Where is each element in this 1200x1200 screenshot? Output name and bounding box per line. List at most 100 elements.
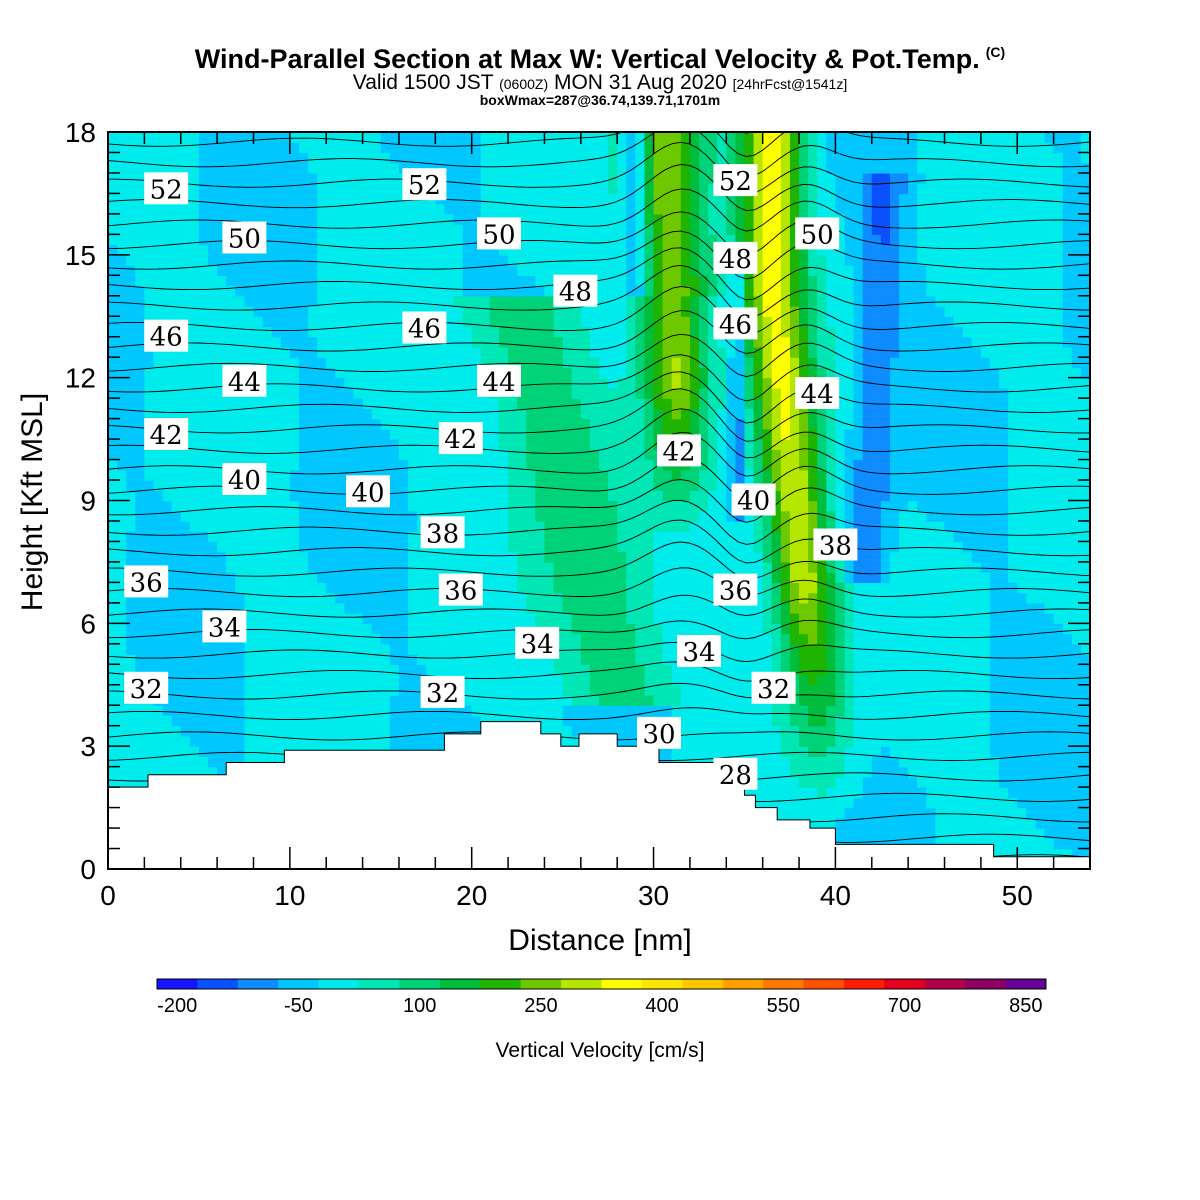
- velocity-cell: [189, 541, 200, 553]
- velocity-cell: [644, 572, 655, 583]
- velocity-cell: [180, 203, 191, 215]
- velocity-cell: [608, 561, 618, 573]
- velocity-cell: [380, 520, 391, 532]
- velocity-cell: [198, 582, 209, 594]
- velocity-cell: [280, 326, 291, 338]
- velocity-cell: [517, 254, 527, 266]
- velocity-cell: [517, 428, 527, 440]
- velocity-cell: [599, 408, 609, 420]
- velocity-cell: [235, 643, 245, 655]
- velocity-cell: [198, 285, 209, 297]
- velocity-cell: [526, 510, 536, 522]
- velocity-cell: [535, 428, 546, 440]
- chart-subtitle: Valid 1500 JST (0600Z) MON 31 Aug 2020 […: [0, 71, 1200, 95]
- velocity-cell: [108, 193, 118, 205]
- velocity-cell: [735, 664, 746, 676]
- velocity-cell: [526, 306, 536, 317]
- velocity-cell: [644, 367, 655, 379]
- velocity-cell: [689, 152, 700, 164]
- velocity-cell: [708, 531, 718, 543]
- velocity-cell: [653, 367, 664, 379]
- velocity-cell: [644, 285, 655, 297]
- velocity-cell: [699, 306, 709, 317]
- velocity-cell: [198, 326, 209, 338]
- velocity-cell: [626, 715, 636, 727]
- velocity-cell: [408, 265, 418, 276]
- velocity-cell: [198, 510, 209, 522]
- velocity-cell: [389, 244, 400, 256]
- velocity-cell: [444, 633, 455, 645]
- velocity-cell: [198, 213, 209, 225]
- velocity-cell: [380, 224, 391, 235]
- velocity-cell: [480, 142, 491, 154]
- velocity-cell: [344, 694, 355, 706]
- velocity-cell: [671, 418, 682, 430]
- velocity-cell: [471, 346, 482, 358]
- velocity-cell: [362, 183, 373, 195]
- velocity-cell: [580, 203, 591, 215]
- velocity-cell: [235, 265, 245, 276]
- velocity-cell: [553, 357, 564, 369]
- velocity-cell: [571, 346, 582, 358]
- velocity-cell: [599, 357, 609, 369]
- velocity-cell: [344, 602, 355, 614]
- velocity-cell: [144, 725, 155, 737]
- velocity-cell: [462, 469, 473, 481]
- velocity-cell: [689, 213, 700, 225]
- velocity-cell: [671, 572, 682, 583]
- velocity-cell: [417, 735, 427, 747]
- velocity-cell: [644, 336, 655, 348]
- velocity-cell: [317, 735, 327, 747]
- velocity-cell: [535, 694, 546, 706]
- velocity-cell: [162, 469, 173, 481]
- velocity-cell: [662, 306, 673, 317]
- velocity-cell: [353, 469, 364, 481]
- velocity-cell: [389, 449, 400, 461]
- velocity-cell: [644, 265, 655, 276]
- velocity-cell: [408, 439, 418, 450]
- velocity-cell: [435, 623, 446, 635]
- velocity-cell: [662, 633, 673, 645]
- velocity-cell: [671, 316, 682, 328]
- velocity-cell: [235, 715, 245, 727]
- velocity-cell: [580, 357, 591, 369]
- velocity-cell: [353, 224, 364, 235]
- velocity-cell: [662, 561, 673, 573]
- velocity-cell: [298, 674, 309, 686]
- velocity-cell: [644, 326, 655, 338]
- velocity-cell: [508, 592, 518, 604]
- velocity-cell: [608, 490, 618, 502]
- velocity-cell: [308, 336, 318, 348]
- velocity-cell: [544, 336, 555, 348]
- velocity-cell: [535, 224, 546, 235]
- velocity-cell: [171, 500, 182, 512]
- velocity-cell: [498, 531, 509, 543]
- velocity-cell: [226, 428, 236, 440]
- velocity-cell: [371, 428, 382, 440]
- velocity-cell: [171, 766, 182, 778]
- velocity-cell: [335, 459, 345, 471]
- velocity-cell: [198, 756, 209, 768]
- velocity-cell: [435, 715, 446, 727]
- velocity-cell: [453, 449, 464, 461]
- velocity-cell: [144, 500, 155, 512]
- velocity-cell: [480, 469, 491, 481]
- velocity-cell: [699, 265, 709, 276]
- velocity-cell: [662, 152, 673, 164]
- velocity-cell: [717, 469, 727, 481]
- velocity-cell: [280, 265, 291, 276]
- velocity-cell: [544, 684, 555, 696]
- velocity-cell: [562, 705, 573, 717]
- velocity-cell: [535, 152, 546, 164]
- velocity-cell: [644, 654, 655, 665]
- velocity-cell: [289, 500, 300, 512]
- velocity-cell: [271, 367, 282, 379]
- velocity-cell: [126, 203, 136, 215]
- velocity-cell: [535, 234, 546, 246]
- velocity-cell: [417, 725, 427, 737]
- velocity-cell: [308, 735, 318, 747]
- velocity-cell: [317, 336, 327, 348]
- velocity-cell: [117, 449, 127, 461]
- velocity-cell: [699, 469, 709, 481]
- velocity-cell: [144, 541, 155, 553]
